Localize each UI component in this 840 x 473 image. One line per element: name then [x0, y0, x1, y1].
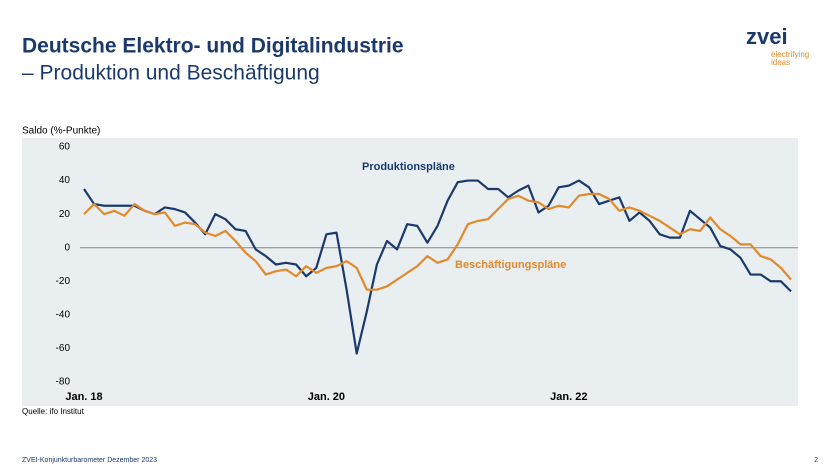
logo-tagline: ideas: [771, 58, 790, 67]
x-tick-label: Jan. 20: [308, 391, 345, 403]
y-tick-label: -40: [56, 309, 71, 320]
page-number: 2: [814, 457, 818, 464]
slide-subtitle: – Produktion und Beschäftigung: [22, 62, 320, 85]
x-tick-label: Jan. 22: [550, 391, 587, 403]
y-tick-label: 40: [59, 175, 71, 186]
series-label: Produktionspläne: [362, 161, 455, 173]
y-tick-label: -80: [56, 377, 71, 388]
slide-title: Deutsche Elektro- und Digitalindustrie: [22, 35, 404, 58]
y-tick-label: 0: [64, 242, 70, 253]
x-tick-label: Jan. 18: [65, 391, 102, 403]
series-label: Beschäftigungspläne: [455, 259, 566, 271]
line-series: [83, 192, 792, 291]
y-tick-label: -20: [56, 276, 71, 287]
y-tick-label: 20: [59, 209, 71, 220]
source: Quelle: ifo Institut: [22, 407, 85, 416]
y-tick-label: 60: [59, 142, 71, 153]
logo: zvei: [746, 24, 788, 49]
y-axis-label: Saldo (%-Punkte): [22, 126, 100, 137]
footer-text: ZVEI-Konjunkturbarometer Dezember 2023: [22, 457, 157, 464]
logo-tagline: electrifying: [771, 50, 809, 59]
y-tick-label: -60: [56, 343, 71, 354]
